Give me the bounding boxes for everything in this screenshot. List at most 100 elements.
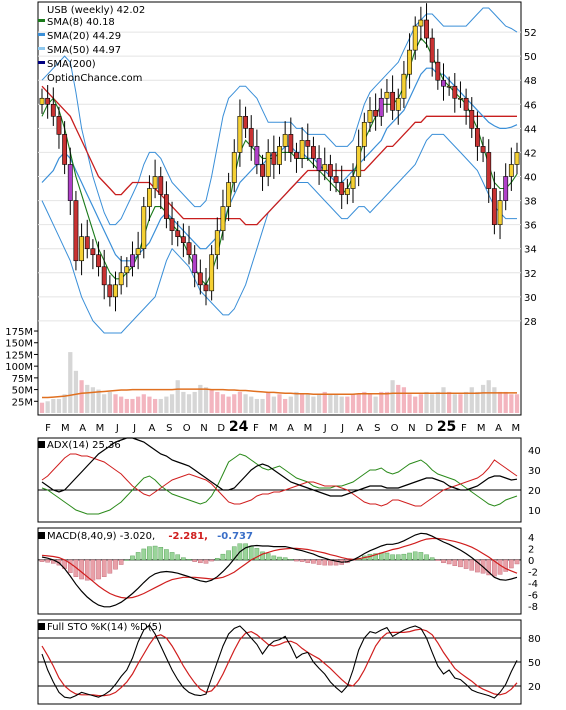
month-label: N <box>200 423 207 434</box>
sto-tick-label: 20 <box>528 682 541 693</box>
macd-histogram-bar <box>446 559 452 565</box>
volume-bar <box>373 396 378 413</box>
volume-bar <box>124 398 129 413</box>
month-label: F <box>253 423 259 434</box>
price-legend: USB (weekly) 42.02 SMA(8) 40.18 SMA(20) … <box>38 5 145 84</box>
candle-body <box>401 73 407 99</box>
candle-body <box>282 134 288 147</box>
volume-bar <box>181 391 186 413</box>
macd-label: MACD(8,40,9) -3.020, -2.281, -0.737 <box>47 531 253 542</box>
candle-body <box>62 134 68 165</box>
price-tick-label: 36 <box>524 221 537 232</box>
volume-bar <box>333 394 339 413</box>
sto-series <box>38 624 521 699</box>
candle-body <box>418 19 424 27</box>
candle-body <box>118 272 124 286</box>
volume-bars <box>39 352 520 413</box>
macd-histogram-bar <box>475 559 480 573</box>
month-label: 24 <box>229 419 249 435</box>
price-tick-label: 52 <box>524 28 537 39</box>
macd-histogram-bar <box>305 559 311 564</box>
macd-histogram-bar <box>463 559 469 569</box>
volume-bar <box>51 398 56 413</box>
macd-histogram-bar <box>254 548 260 561</box>
candle-body <box>163 194 169 219</box>
volume-bar <box>271 396 276 413</box>
month-label: J <box>132 423 136 434</box>
volume-bar <box>260 398 265 413</box>
candle-body <box>474 128 480 147</box>
macd-histogram-bar <box>288 559 294 561</box>
volume-bar <box>203 387 209 413</box>
volume-bar <box>283 398 288 413</box>
macd-histogram-bar <box>124 559 130 561</box>
price-tick-label: 48 <box>524 76 537 87</box>
candle-body <box>373 110 379 117</box>
month-label: F <box>45 423 51 434</box>
macd-histogram-bar <box>390 554 395 561</box>
volume-bar <box>503 391 508 413</box>
candle-body <box>407 49 412 75</box>
candle-body <box>333 176 339 183</box>
candle-body <box>294 152 299 159</box>
volume-bar <box>113 394 118 413</box>
candle-body <box>463 97 469 111</box>
volume-bar <box>350 394 356 413</box>
volume-bar <box>266 391 271 413</box>
macd-histogram-bar <box>418 552 424 561</box>
macd-histogram-bar <box>135 552 141 561</box>
volume-bar <box>158 398 163 413</box>
volume-bar <box>475 391 480 413</box>
candle-body <box>446 85 452 88</box>
candle-body <box>429 37 435 63</box>
candle-body <box>197 272 203 286</box>
candle-body <box>209 254 215 292</box>
price-tick-label: 28 <box>524 317 537 328</box>
candle-body <box>327 164 333 177</box>
month-label: O <box>183 423 191 434</box>
volume-bar <box>413 396 418 413</box>
candle-body <box>299 140 305 159</box>
month-label: S <box>374 423 380 434</box>
macd-histogram-bar <box>458 559 463 568</box>
candle-body <box>231 152 237 183</box>
adx-y-axis: 10 20 30 40 <box>528 446 541 517</box>
price-tick-label: 34 <box>524 245 537 256</box>
candle-body <box>395 97 401 111</box>
macd-histogram-bar <box>84 559 90 581</box>
macd-tick-label: -8 <box>528 602 538 613</box>
sma20-legend-label: SMA(20) 44.29 <box>47 31 121 42</box>
macd-histogram-bar <box>407 552 412 561</box>
macd-tick-label: -2 <box>528 568 538 579</box>
volume-bar <box>68 352 73 413</box>
candle-body <box>503 176 509 201</box>
adx-line <box>41 437 518 497</box>
sma8-legend-swatch <box>38 19 45 22</box>
volume-bar <box>141 394 146 413</box>
volume-bar <box>237 391 243 413</box>
candle-body <box>107 284 113 298</box>
adx-label: ADX(14) 25.36 <box>47 440 121 451</box>
volume-tick-label: 150M <box>5 339 33 350</box>
price-tick-label: 32 <box>524 269 537 280</box>
volume-bar <box>175 380 180 413</box>
macd-y-axis: 420-2-4-6-8 <box>528 533 538 613</box>
macd-histogram-bar <box>441 559 446 564</box>
macd-histogram-bar <box>101 559 107 577</box>
macd-histogram-bar <box>265 553 271 561</box>
candle-body <box>452 85 458 99</box>
candle-body <box>180 236 186 243</box>
volume-bar <box>277 394 282 413</box>
candle-body <box>497 200 503 225</box>
macd-histogram-bar <box>209 559 214 562</box>
macd-histogram-bar <box>271 555 277 561</box>
sto-d-line <box>41 628 518 697</box>
volume-bar <box>243 394 248 413</box>
month-label: D <box>217 423 225 434</box>
macd-histogram-bar <box>186 559 192 561</box>
macd-histogram-bar <box>96 559 101 580</box>
candle-body <box>441 79 446 87</box>
volume-bar <box>401 387 407 413</box>
candle-body <box>169 218 175 231</box>
volume-bar <box>492 387 497 413</box>
